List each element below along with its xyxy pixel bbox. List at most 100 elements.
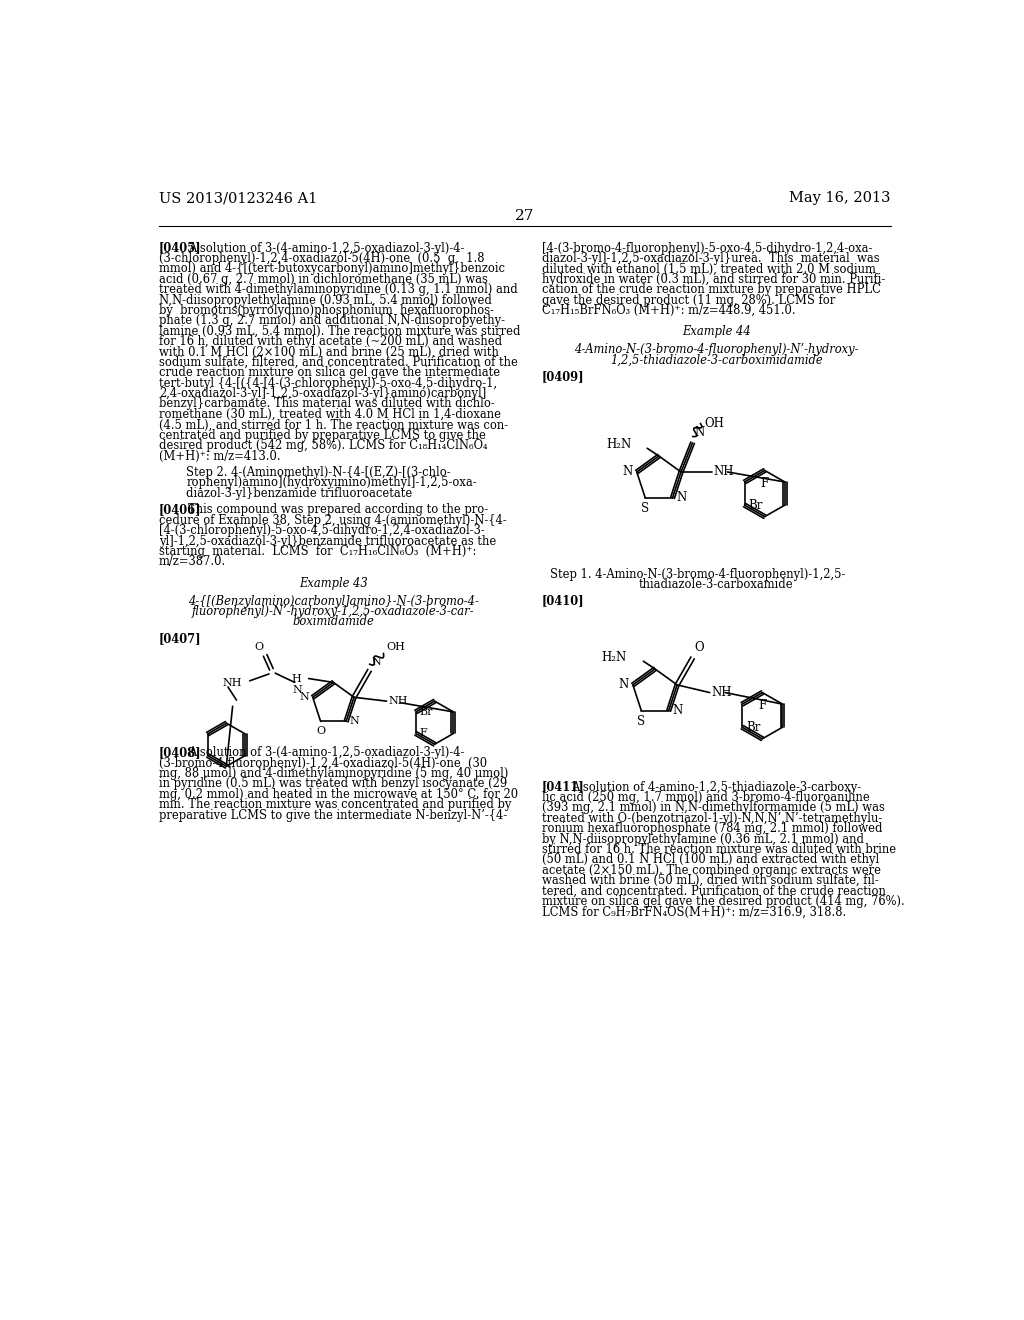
Text: mg, 0.2 mmol) and heated in the microwave at 150° C. for 20: mg, 0.2 mmol) and heated in the microwav… (159, 788, 518, 801)
Text: (3-bromo-4-fluorophenyl)-1,2,4-oxadiazol-5(4H)-one  (30: (3-bromo-4-fluorophenyl)-1,2,4-oxadiazol… (159, 756, 487, 770)
Text: tert-butyl {4-[({4-[4-(3-chlorophenyl)-5-oxo-4,5-dihydro-1,: tert-butyl {4-[({4-[4-(3-chlorophenyl)-5… (159, 376, 497, 389)
Text: N,N-diisopropylethylamine (0.93 mL, 5.4 mmol) followed: N,N-diisopropylethylamine (0.93 mL, 5.4 … (159, 293, 492, 306)
Text: F: F (758, 698, 767, 711)
Text: gave the desired product (11 mg, 28%). LCMS for: gave the desired product (11 mg, 28%). L… (542, 293, 836, 306)
Text: treated with 4-dimethylaminopyridine (0.13 g, 1.1 mmol) and: treated with 4-dimethylaminopyridine (0.… (159, 284, 518, 296)
Text: N: N (292, 685, 302, 694)
Text: centrated and purified by preparative LCMS to give the: centrated and purified by preparative LC… (159, 429, 485, 442)
Text: hydroxide in water (0.3 mL), and stirred for 30 min. Purifi-: hydroxide in water (0.3 mL), and stirred… (542, 273, 885, 285)
Text: diluted with ethanol (1.5 mL), treated with 2.0 M sodium: diluted with ethanol (1.5 mL), treated w… (542, 263, 876, 276)
Text: washed with brine (50 mL), dried with sodium sulfate, fil-: washed with brine (50 mL), dried with so… (542, 874, 879, 887)
Text: N: N (623, 466, 633, 478)
Text: O: O (255, 643, 263, 652)
Text: 4-Amino-N-(3-bromo-4-fluorophenyl)-N’-hydroxy-: 4-Amino-N-(3-bromo-4-fluorophenyl)-N’-hy… (574, 343, 858, 356)
Text: C₁₇H₁₅BrFN₆O₃ (M+H)⁺: m/z=448.9, 451.0.: C₁₇H₁₅BrFN₆O₃ (M+H)⁺: m/z=448.9, 451.0. (542, 304, 796, 317)
Text: yl]-1,2,5-oxadiazol-3-yl}benzamide trifluoroacetate as the: yl]-1,2,5-oxadiazol-3-yl}benzamide trifl… (159, 535, 497, 548)
Text: (393 mg, 2.1 mmol) in N,N-dimethylformamide (5 mL) was: (393 mg, 2.1 mmol) in N,N-dimethylformam… (542, 801, 885, 814)
Text: sodium sulfate, filtered, and concentrated. Purification of the: sodium sulfate, filtered, and concentrat… (159, 356, 518, 368)
Text: Br: Br (749, 499, 763, 512)
Text: desired product (542 mg, 58%). LCMS for C₁₈H₁₄ClN₆O₄: desired product (542 mg, 58%). LCMS for … (159, 440, 487, 451)
Text: rophenyl)amino](hydroxyimino)methyl]-1,2,5-oxa-: rophenyl)amino](hydroxyimino)methyl]-1,2… (186, 477, 477, 490)
Text: (3-chlorophenyl)-1,2,4-oxadiazol-5(4H)-one  (0.5  g,  1.8: (3-chlorophenyl)-1,2,4-oxadiazol-5(4H)-o… (159, 252, 484, 265)
Text: treated with O-(benzotriazol-1-yl)-N,N,N’,N’-tetramethylu-: treated with O-(benzotriazol-1-yl)-N,N,N… (542, 812, 882, 825)
Text: Step 2. 4-(Aminomethyl)-N-{4-[(E,Z)-[(3-chlo-: Step 2. 4-(Aminomethyl)-N-{4-[(E,Z)-[(3-… (186, 466, 451, 479)
Text: N: N (694, 426, 705, 438)
Text: lamine (0.93 mL, 5.4 mmol). The reaction mixture was stirred: lamine (0.93 mL, 5.4 mmol). The reaction… (159, 325, 520, 338)
Text: N: N (618, 678, 629, 692)
Text: cedure of Example 38, Step 2, using 4-(aminomethyl)-N-{4-: cedure of Example 38, Step 2, using 4-(a… (159, 513, 507, 527)
Text: H₂N: H₂N (606, 438, 632, 451)
Text: N: N (673, 704, 683, 717)
Text: Example 43: Example 43 (299, 577, 368, 590)
Text: min. The reaction mixture was concentrated and purified by: min. The reaction mixture was concentrat… (159, 799, 511, 812)
Text: US 2013/0123246 A1: US 2013/0123246 A1 (159, 191, 317, 206)
Text: [0405]: [0405] (159, 242, 202, 255)
Text: NH: NH (714, 466, 734, 478)
Text: diazol-3-yl]-1,2,5-oxadiazol-3-yl}urea.  This  material  was: diazol-3-yl]-1,2,5-oxadiazol-3-yl}urea. … (542, 252, 880, 265)
Text: phate (1.3 g, 2.7 mmol) and additional N,N-diisopropyethy-: phate (1.3 g, 2.7 mmol) and additional N… (159, 314, 505, 327)
Text: ronium hexafluorophosphate (784 mg, 2.1 mmol) followed: ronium hexafluorophosphate (784 mg, 2.1 … (542, 822, 883, 836)
Text: tered, and concentrated. Purification of the crude reaction: tered, and concentrated. Purification of… (542, 884, 886, 898)
Text: crude reaction mixture on silica gel gave the intermediate: crude reaction mixture on silica gel gav… (159, 367, 500, 379)
Text: boximidamide: boximidamide (293, 615, 374, 628)
Text: preparative LCMS to give the intermediate N-benzyl-N’-{4-: preparative LCMS to give the intermediat… (159, 809, 507, 821)
Text: N: N (300, 692, 309, 702)
Text: mg, 88 μmol) and 4-dimethylaminopyridine (5 mg, 40 μmol): mg, 88 μmol) and 4-dimethylaminopyridine… (159, 767, 508, 780)
Text: [4-(3-bromo-4-fluorophenyl)-5-oxo-4,5-dihydro-1,2,4-oxa-: [4-(3-bromo-4-fluorophenyl)-5-oxo-4,5-di… (542, 242, 872, 255)
Text: OH: OH (705, 417, 724, 430)
Text: diazol-3-yl}benzamide trifluoroacetate: diazol-3-yl}benzamide trifluoroacetate (186, 487, 413, 500)
Text: F: F (420, 729, 427, 738)
Text: starting  material.  LCMS  for  C₁₇H₁₆ClN₆O₃  (M+H)⁺:: starting material. LCMS for C₁₇H₁₆ClN₆O₃… (159, 545, 476, 558)
Text: H: H (291, 673, 301, 684)
Text: m/z=387.0.: m/z=387.0. (159, 556, 226, 569)
Text: OH: OH (387, 642, 406, 652)
Text: O: O (694, 642, 703, 655)
Text: 2,4-oxadiazol-3-yl]-1,2,5-oxadiazol-3-yl}amino)carbonyl]: 2,4-oxadiazol-3-yl]-1,2,5-oxadiazol-3-yl… (159, 387, 486, 400)
Text: 4-{[(Benzylamino)carbonyl]amino}-N-(3-bromo-4-: 4-{[(Benzylamino)carbonyl]amino}-N-(3-br… (188, 594, 479, 607)
Text: H₂N: H₂N (601, 651, 627, 664)
Text: N: N (349, 717, 359, 726)
Text: lic acid (250 mg, 1.7 mmol) and 3-bromo-4-fluoroaniline: lic acid (250 mg, 1.7 mmol) and 3-bromo-… (542, 791, 869, 804)
Text: mixture on silica gel gave the desired product (414 mg, 76%).: mixture on silica gel gave the desired p… (542, 895, 904, 908)
Text: S: S (637, 715, 645, 729)
Text: mmol) and 4-{[(tert-butoxycarbonyl)amino]methyl}benzoic: mmol) and 4-{[(tert-butoxycarbonyl)amino… (159, 263, 505, 276)
Text: thiadiazole-3-carboxamide: thiadiazole-3-carboxamide (639, 578, 794, 591)
Text: [0408]: [0408] (159, 746, 202, 759)
Text: A solution of 3-(4-amino-1,2,5-oxadiazol-3-yl)-4-: A solution of 3-(4-amino-1,2,5-oxadiazol… (188, 242, 465, 255)
Text: [0411]: [0411] (542, 780, 585, 793)
Text: (4.5 mL), and stirred for 1 h. The reaction mixture was con-: (4.5 mL), and stirred for 1 h. The react… (159, 418, 508, 432)
Text: Br: Br (746, 721, 761, 734)
Text: Br: Br (420, 708, 433, 717)
Text: romethane (30 mL), treated with 4.0 M HCl in 1,4-dioxane: romethane (30 mL), treated with 4.0 M HC… (159, 408, 501, 421)
Text: acetate (2×150 mL). The combined organic extracts were: acetate (2×150 mL). The combined organic… (542, 863, 881, 876)
Text: (M+H)⁺: m/z=413.0.: (M+H)⁺: m/z=413.0. (159, 449, 281, 462)
Text: [0410]: [0410] (542, 594, 585, 607)
Text: for 16 h, diluted with ethyl acetate (~200 mL) and washed: for 16 h, diluted with ethyl acetate (~2… (159, 335, 502, 348)
Text: NH: NH (712, 686, 732, 700)
Text: cation of the crude reaction mixture by preparative HPLC: cation of the crude reaction mixture by … (542, 284, 881, 296)
Text: N: N (371, 657, 381, 667)
Text: LCMS for C₉H₇BrFN₄OS(M+H)⁺: m/z=316.9, 318.8.: LCMS for C₉H₇BrFN₄OS(M+H)⁺: m/z=316.9, 3… (542, 906, 846, 919)
Text: with 0.1 M HCl (2×100 mL) and brine (25 mL), dried with: with 0.1 M HCl (2×100 mL) and brine (25 … (159, 346, 499, 359)
Text: 27: 27 (515, 209, 535, 223)
Text: A solution of 4-amino-1,2,5-thiadiazole-3-carboxy-: A solution of 4-amino-1,2,5-thiadiazole-… (571, 780, 861, 793)
Text: acid (0.67 g, 2.7 mmol) in dichloromethane (35 mL) was: acid (0.67 g, 2.7 mmol) in dichlorometha… (159, 273, 487, 285)
Text: fluorophenyl)-N’-hydroxy-1,2,5-oxadiazole-3-car-: fluorophenyl)-N’-hydroxy-1,2,5-oxadiazol… (193, 605, 475, 618)
Text: Example 44: Example 44 (682, 325, 751, 338)
Text: (50 mL) and 0.1 N HCl (100 mL) and extracted with ethyl: (50 mL) and 0.1 N HCl (100 mL) and extra… (542, 853, 879, 866)
Text: A solution of 3-(4-amino-1,2,5-oxadiazol-3-yl)-4-: A solution of 3-(4-amino-1,2,5-oxadiazol… (188, 746, 465, 759)
Text: N: N (677, 491, 687, 504)
Text: by N,N-diisopropylethylamine (0.36 mL, 2.1 mmol) and: by N,N-diisopropylethylamine (0.36 mL, 2… (542, 833, 864, 846)
Text: [0409]: [0409] (542, 370, 585, 383)
Text: NH: NH (388, 696, 408, 706)
Text: This compound was prepared according to the pro-: This compound was prepared according to … (188, 503, 488, 516)
Text: 1,2,5-thiadiazole-3-carboximidamide: 1,2,5-thiadiazole-3-carboximidamide (610, 354, 822, 367)
Text: [4-(3-chlorophenyl)-5-oxo-4,5-dihydro-1,2,4-oxadiazol-3-: [4-(3-chlorophenyl)-5-oxo-4,5-dihydro-1,… (159, 524, 484, 537)
Text: O: O (316, 726, 326, 737)
Text: Step 1. 4-Amino-N-(3-bromo-4-fluorophenyl)-1,2,5-: Step 1. 4-Amino-N-(3-bromo-4-fluoropheny… (550, 568, 845, 581)
Text: stirred for 16 h. The reaction mixture was diluted with brine: stirred for 16 h. The reaction mixture w… (542, 843, 896, 855)
Text: May 16, 2013: May 16, 2013 (790, 191, 891, 206)
Text: F: F (761, 477, 769, 490)
Text: benzyl}carbamate. This material was diluted with dichlo-: benzyl}carbamate. This material was dilu… (159, 397, 495, 411)
Text: in pyridine (0.5 mL) was treated with benzyl isocyanate (29: in pyridine (0.5 mL) was treated with be… (159, 777, 507, 791)
